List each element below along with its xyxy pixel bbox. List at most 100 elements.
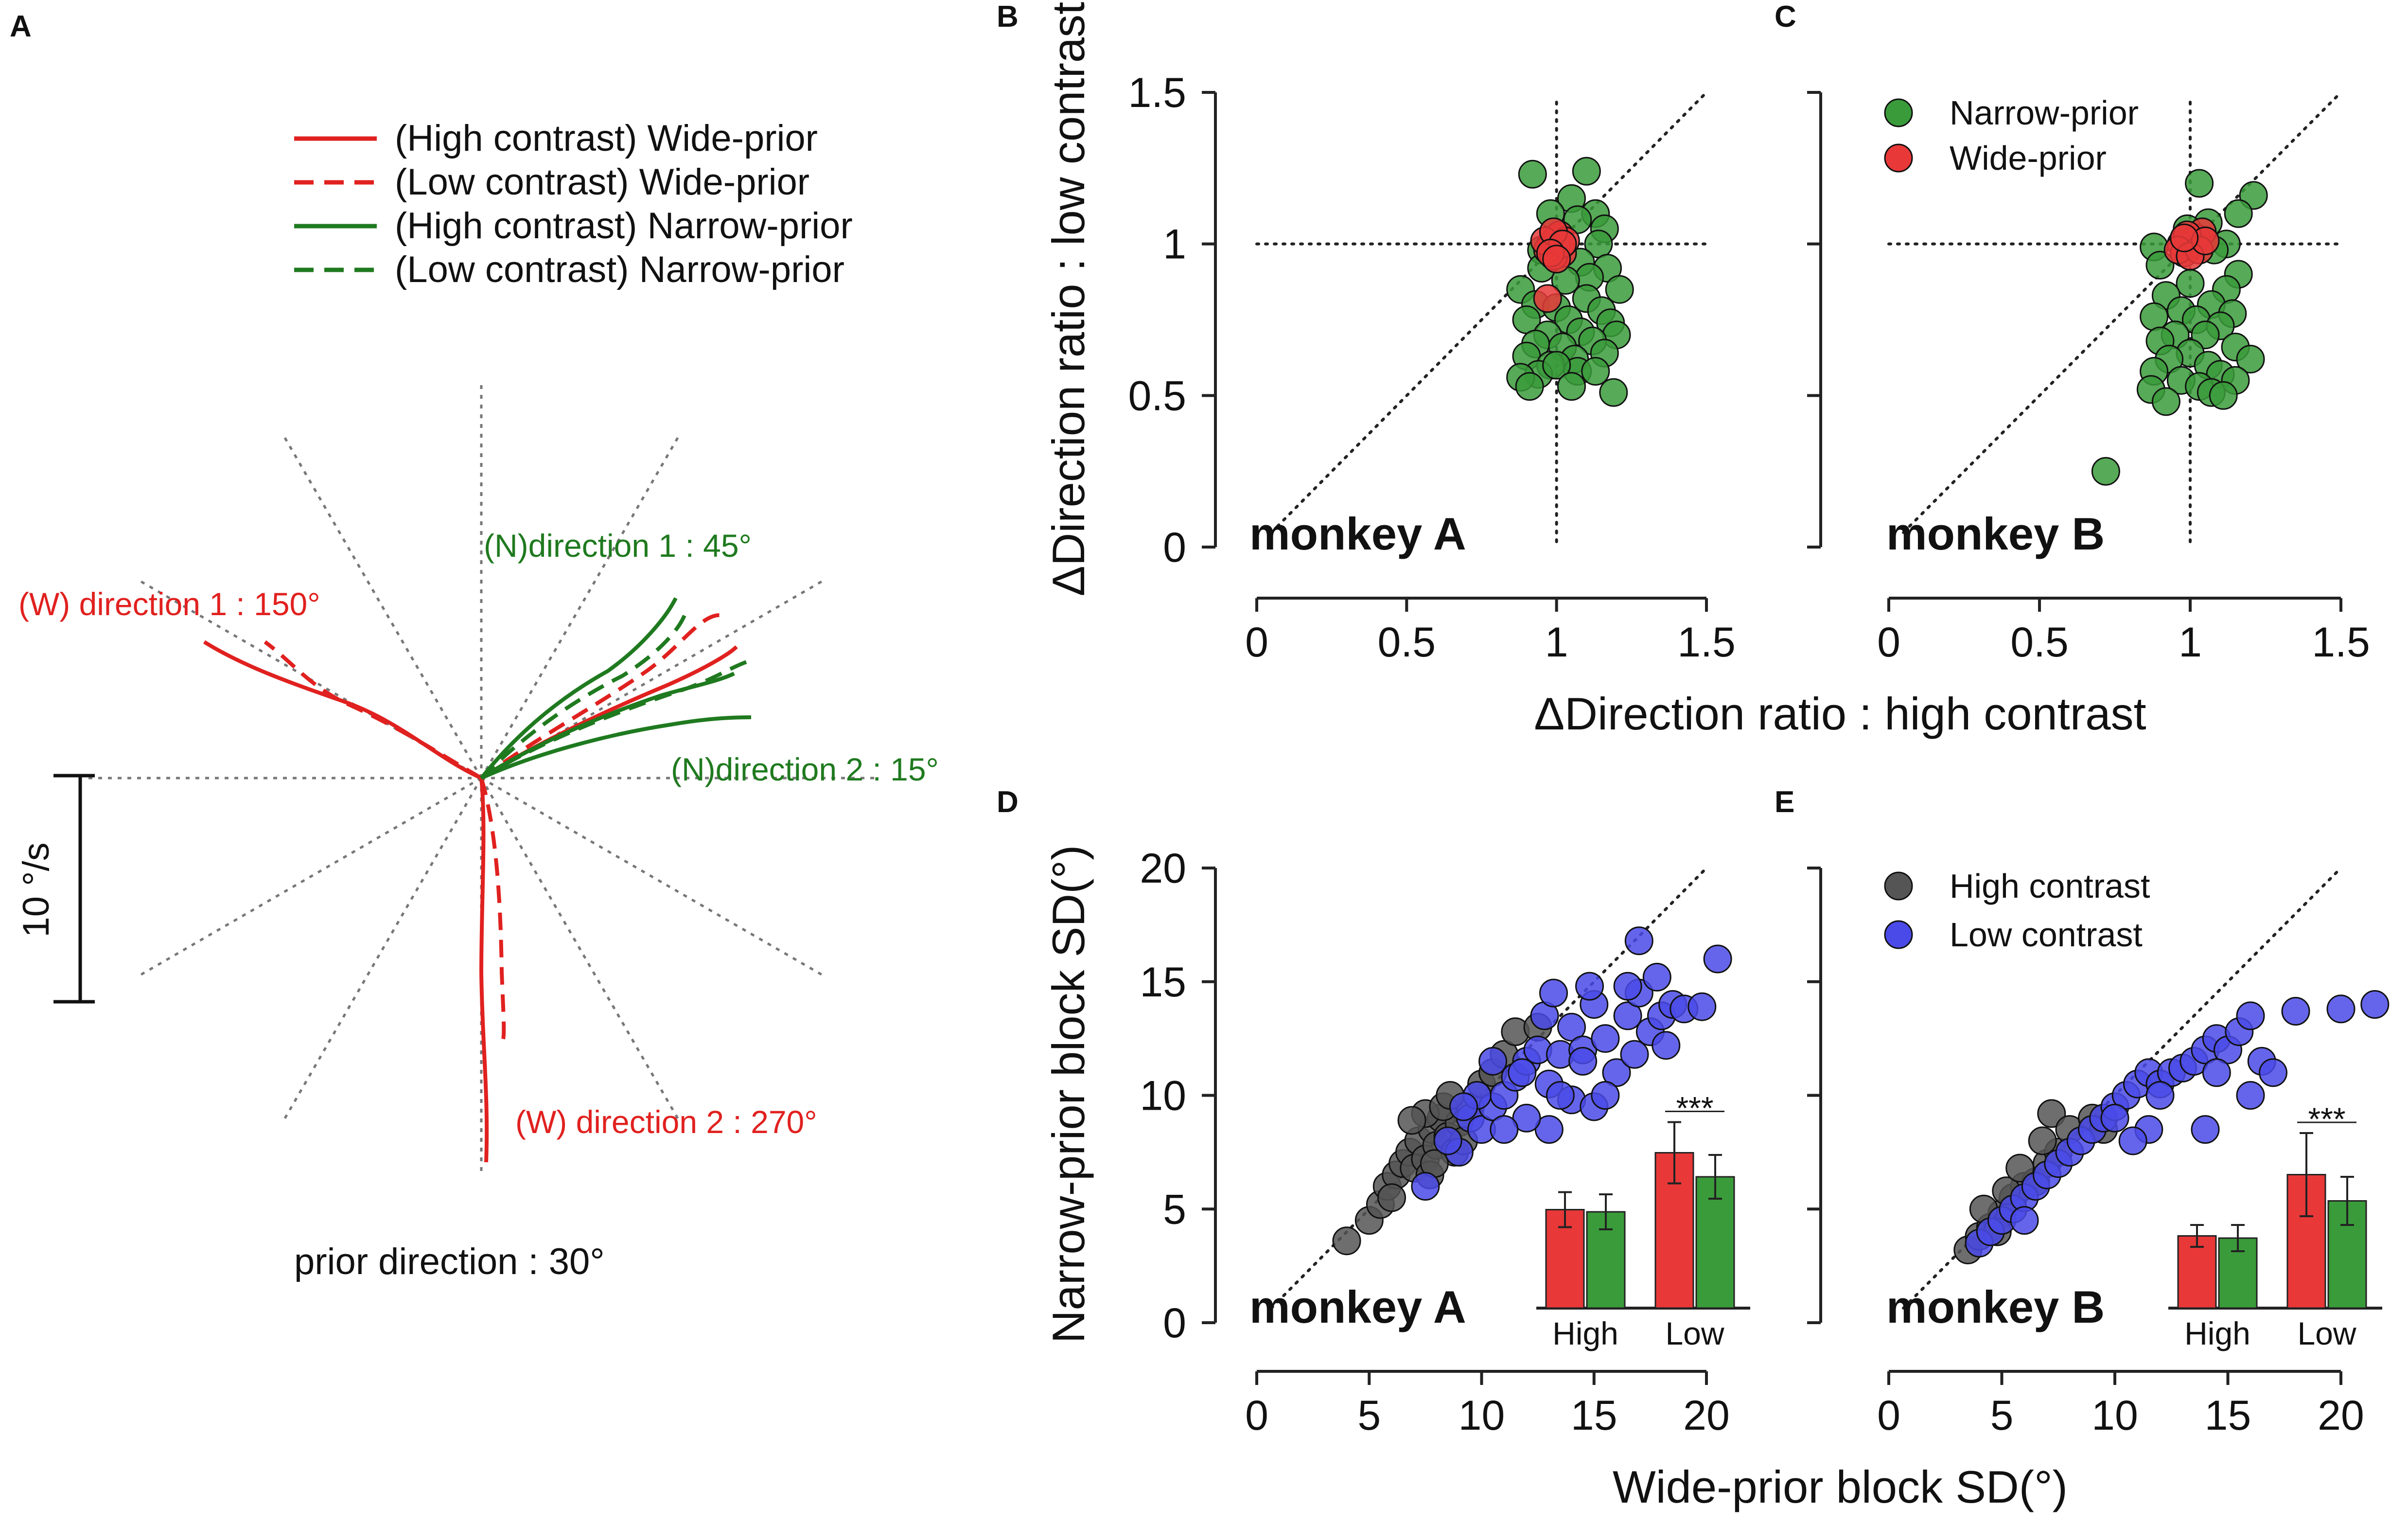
panel-e-x-tick-label: 20 xyxy=(2318,1392,2364,1439)
panel-e-x-tick-label: 10 xyxy=(2092,1392,2138,1439)
panel-b-y-tick-label: 0 xyxy=(1163,524,1186,571)
panel-b-x-tick-label: 1 xyxy=(1545,619,1568,666)
trace-low-wide-dir1 xyxy=(264,640,482,780)
panel-e-point xyxy=(2037,1099,2066,1128)
bc-y-axis-label: ΔDirection ratio : low contrast xyxy=(1043,2,1094,597)
panel-d-x-tick-label: 5 xyxy=(1357,1392,1381,1439)
panel-e-legend: High contrast Low contrast xyxy=(1884,867,2150,954)
panel-d-point xyxy=(1620,1040,1649,1069)
annotation-n-direction-1: (N)direction 1 : 45° xyxy=(484,528,752,564)
panel-d-inset-category-label: Low xyxy=(1665,1315,1724,1351)
panel-d-point xyxy=(1703,944,1732,974)
panel-b-point xyxy=(1557,372,1586,401)
panel-b-point xyxy=(1572,157,1601,186)
panel-a: A (High contrast) Wide-prior (Low contra… xyxy=(10,10,939,1282)
panel-d-point xyxy=(1411,1172,1440,1201)
panel-d-point xyxy=(1508,1058,1537,1087)
panel-label-b: B xyxy=(997,0,1019,34)
panel-d-inset-significance: *** xyxy=(1676,1090,1713,1126)
panel-e-inset-bar xyxy=(2177,1235,2217,1309)
radial-guide-30 xyxy=(480,577,827,780)
panel-b-y-tick-label: 1.5 xyxy=(1128,70,1186,116)
panel-e-point xyxy=(2005,1153,2035,1183)
panel-c-point xyxy=(2091,457,2120,486)
panel-e-monkey-label: monkey B xyxy=(1886,1281,2105,1332)
panel-d-scatter: 0 5 10 15 20 0 5 10 15 20 High Low *** xyxy=(1140,845,1750,1439)
panel-d-point xyxy=(1568,1046,1598,1076)
radial-guide-150 xyxy=(135,577,482,780)
panel-c-series-wide-prior xyxy=(2163,217,2220,271)
panel-e-point xyxy=(2028,1126,2057,1155)
panel-d-point xyxy=(1433,1126,1462,1155)
panel-e-point xyxy=(2100,1103,2129,1133)
bc-x-axis-label: ΔDirection ratio : high contrast xyxy=(1534,688,2146,739)
legend-text-low-wide: (Low contrast) Wide-prior xyxy=(395,161,809,203)
trace-high-narrow-dir2 xyxy=(480,715,752,780)
panel-b-y-tick-label: 1 xyxy=(1163,221,1186,268)
panel-e-scatter: 0 5 10 15 20 High Low *** xyxy=(1807,867,2390,1439)
panel-d-point xyxy=(1490,1115,1519,1144)
legend-text-high-wide: (High contrast) Wide-prior xyxy=(395,118,818,159)
panel-e-inset-significance: *** xyxy=(2308,1101,2345,1137)
panel-b-point xyxy=(1599,378,1628,407)
annotation-w-direction-1: (W) direction 1 : 150° xyxy=(18,586,320,622)
panel-label-e: E xyxy=(1775,785,1794,819)
panel-d-point xyxy=(1613,1001,1642,1030)
trace-high-wide-dir1 xyxy=(203,640,482,780)
panel-c-point xyxy=(2176,269,2205,298)
panel-c-monkey-label: monkey B xyxy=(1886,508,2105,559)
panel-e-point xyxy=(2281,997,2310,1026)
legend-text-high-contrast: High contrast xyxy=(1950,867,2150,905)
panel-c-point xyxy=(2224,199,2253,228)
panel-c-point xyxy=(2236,345,2265,373)
panel-e-x-tick-label: 0 xyxy=(1877,1392,1900,1439)
panel-d-x-tick-label: 0 xyxy=(1245,1392,1268,1439)
legend-text-narrow-prior: Narrow-prior xyxy=(1950,94,2139,132)
panel-d-point xyxy=(1546,1081,1575,1110)
panel-c-legend: Narrow-prior Wide-prior xyxy=(1884,94,2139,177)
panel-d-inset-bar-chart: High Low *** xyxy=(1536,1090,1750,1351)
legend-marker-high-contrast xyxy=(1884,871,1913,901)
panel-e-point xyxy=(2145,1081,2175,1110)
panel-e-point xyxy=(2236,1001,2265,1030)
panel-d-x-tick-label: 15 xyxy=(1571,1392,1617,1439)
panel-e-point xyxy=(2326,994,2355,1024)
panel-d-y-tick-label: 5 xyxy=(1163,1186,1186,1233)
panel-d-point xyxy=(1534,1115,1564,1144)
trace-low-wide-right xyxy=(480,613,720,780)
panel-c-identity-line xyxy=(1902,91,2342,534)
panel-b-scatter: 0 0.5 1 1.5 0 0.5 1 1.5 xyxy=(1128,70,1735,666)
panel-label-a: A xyxy=(10,10,32,43)
panel-d-y-tick-label: 15 xyxy=(1140,959,1186,1006)
panel-c-series-narrow-prior xyxy=(2091,169,2268,486)
panel-c-x-tick-label: 1 xyxy=(2179,619,2202,666)
panel-d-point xyxy=(1478,1046,1508,1076)
panel-b-monkey-label: monkey A xyxy=(1249,508,1466,559)
panel-e-point xyxy=(2259,1058,2287,1087)
panel-c-point xyxy=(2170,223,2199,252)
panel-e-inset-bar-chart: High Low *** xyxy=(2168,1101,2382,1351)
radial-guide-210 xyxy=(135,777,482,979)
panel-e-series-low-contrast xyxy=(1965,990,2390,1258)
legend-text-low-narrow: (Low contrast) Narrow-prior xyxy=(395,249,844,290)
panel-e-x-tick-label: 5 xyxy=(1990,1392,2014,1439)
panel-label-c: C xyxy=(1775,0,1796,34)
panel-b-point xyxy=(1542,245,1571,274)
radial-guides xyxy=(83,379,880,1177)
panel-b-series-wide-prior xyxy=(1530,217,1580,313)
panel-d-y-tick-label: 20 xyxy=(1140,845,1186,892)
panel-d-point xyxy=(1377,1183,1406,1212)
panel-e-identity-line xyxy=(1902,867,2342,1310)
panel-c-point xyxy=(2209,381,2238,410)
panel-d-point xyxy=(1613,972,1642,1001)
panel-d-point xyxy=(1449,1092,1478,1121)
panel-d-point xyxy=(1575,972,1604,1001)
panel-c-point xyxy=(2185,169,2214,198)
panel-d-point xyxy=(1539,978,1568,1008)
trace-low-narrow-dir1 xyxy=(480,612,687,780)
panel-d-inset-category-label: High xyxy=(1552,1315,1618,1351)
panel-b-x-tick-label: 0.5 xyxy=(1378,619,1436,666)
panel-d-point xyxy=(1397,1106,1426,1135)
panel-e-point xyxy=(2118,1126,2147,1155)
panel-e-point xyxy=(2236,1081,2265,1110)
